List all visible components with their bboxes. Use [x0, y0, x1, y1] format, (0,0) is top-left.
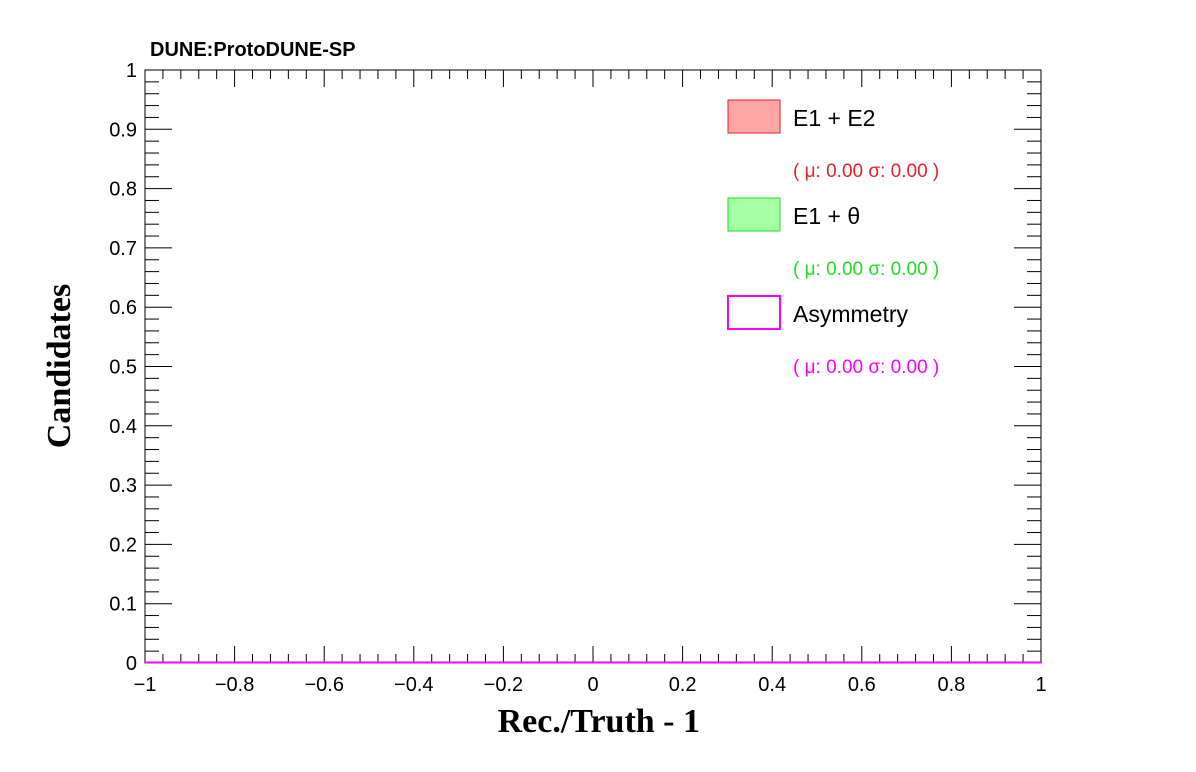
axis-ticks [144, 69, 1042, 664]
x-tick-label: 0.8 [937, 674, 965, 696]
y-tick-label: 0.1 [109, 594, 137, 616]
legend-stat-annotation: ( μ: 0.00 σ: 0.00 ) [793, 161, 939, 182]
y-tick-label: 0.6 [109, 297, 137, 319]
y-tick-label: 0.3 [109, 475, 137, 497]
y-tick-label: 0.8 [109, 179, 137, 201]
x-tick-label: −0.2 [484, 674, 523, 696]
legend-swatch [727, 295, 781, 330]
y-tick-label: 0.4 [109, 416, 137, 438]
x-tick-label: 0.2 [669, 674, 697, 696]
legend-entry-label: Asymmetry [793, 301, 909, 327]
x-tick-label: −0.4 [394, 674, 433, 696]
y-axis-label: Candidates [41, 284, 78, 448]
y-tick-label: 0 [126, 653, 137, 675]
legend-swatch [727, 99, 781, 134]
tick-labels: −1 −0.8 −0.6 −0.4 −0.2 0 0.2 0.4 0.6 0.8 1 0 0.1 0.2 0… [109, 60, 1046, 696]
x-tick-label: 0.4 [758, 674, 786, 696]
legend-stat-annotation: ( μ: 0.00 σ: 0.00 ) [793, 259, 939, 280]
y-tick-label: 0.2 [109, 534, 137, 556]
legend-entry-label: E1 + θ [793, 203, 860, 229]
y-tick-label: 0.9 [109, 119, 137, 141]
x-tick-label: −1 [134, 674, 157, 696]
y-tick-label: 1 [126, 60, 137, 82]
legend-stat-annotation: ( μ: 0.00 σ: 0.00 ) [793, 357, 939, 378]
y-tick-label: 0.5 [109, 357, 137, 379]
chart-title: DUNE:ProtoDUNE-SP [150, 39, 356, 61]
x-tick-label: 0.6 [848, 674, 876, 696]
x-tick-label: −0.8 [215, 674, 254, 696]
legend-entry-label: E1 + E2 [793, 105, 875, 131]
x-tick-label: 1 [1035, 674, 1046, 696]
legend: E1 + E2 ( μ: 0.00 σ: 0.00 ) E1 + θ ( μ: 0.0… [727, 99, 939, 378]
y-tick-label: 0.7 [109, 238, 137, 260]
x-tick-label: −0.6 [304, 674, 343, 696]
legend-swatch [727, 197, 781, 232]
x-tick-label: 0 [587, 674, 598, 696]
x-axis-label: Rec./Truth - 1 [498, 703, 700, 740]
